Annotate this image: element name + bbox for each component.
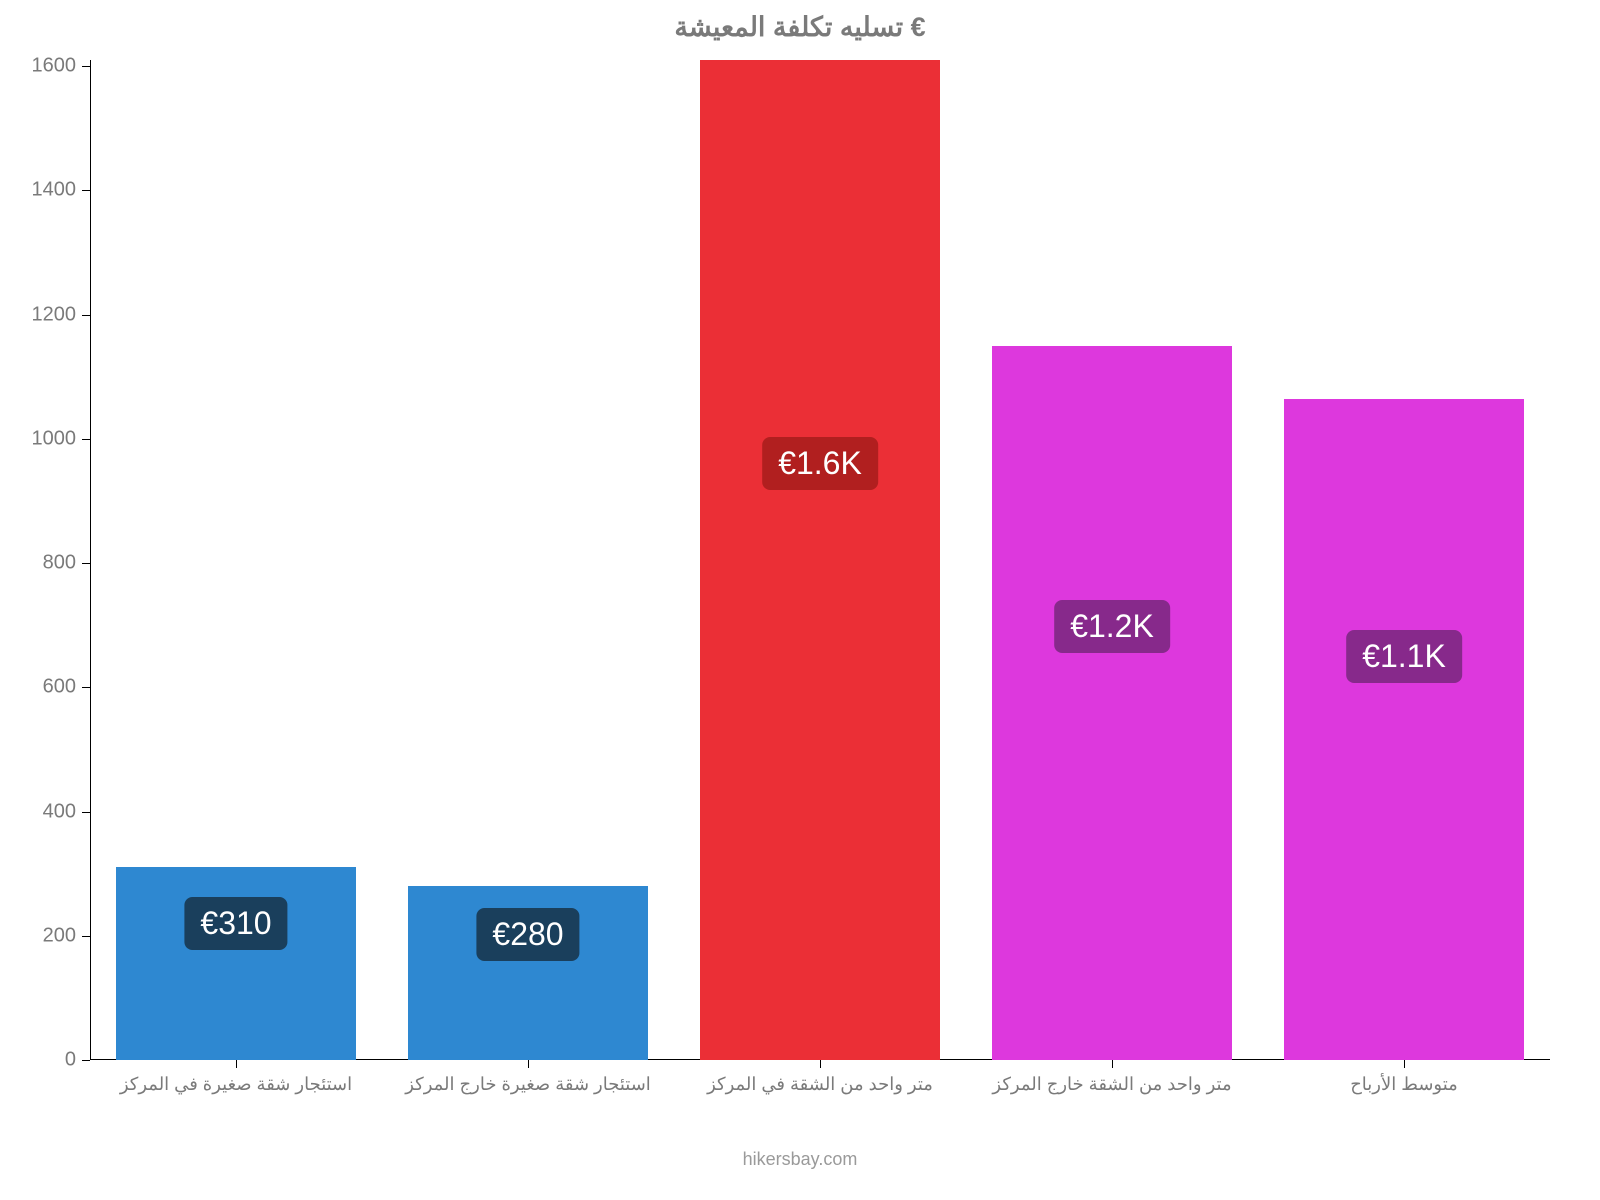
y-tick-label: 800: [43, 552, 76, 575]
y-tick: [82, 1060, 90, 1061]
x-tick: [820, 1060, 821, 1068]
y-tick: [82, 315, 90, 316]
y-tick-label: 1200: [32, 303, 77, 326]
plot-area: €310استئجار شقة صغيرة في المركز€280استئج…: [90, 60, 1550, 1060]
y-tick: [82, 936, 90, 937]
x-tick: [1112, 1060, 1113, 1068]
bar: [992, 346, 1231, 1060]
x-category-label: متوسط الأرباح: [1350, 1074, 1458, 1095]
y-tick-label: 200: [43, 924, 76, 947]
y-tick-label: 0: [65, 1049, 76, 1072]
y-tick: [82, 439, 90, 440]
bar-slot: €1.6Kمتر واحد من الشقة في المركز: [674, 60, 966, 1060]
x-tick: [1404, 1060, 1405, 1068]
y-tick-label: 600: [43, 676, 76, 699]
y-tick: [82, 66, 90, 67]
y-tick-label: 1400: [32, 179, 77, 202]
chart-title: تسليه تكلفة المعيشة €: [0, 12, 1600, 43]
bar-slot: €280استئجار شقة صغيرة خارج المركز: [382, 60, 674, 1060]
y-tick: [82, 812, 90, 813]
bars-container: €310استئجار شقة صغيرة في المركز€280استئج…: [90, 60, 1550, 1060]
y-tick-label: 1000: [32, 427, 77, 450]
value-badge: €280: [476, 908, 579, 961]
bar: [1284, 399, 1523, 1060]
y-tick: [82, 687, 90, 688]
bar-slot: €310استئجار شقة صغيرة في المركز: [90, 60, 382, 1060]
y-tick: [82, 190, 90, 191]
x-category-label: استئجار شقة صغيرة خارج المركز: [405, 1074, 651, 1095]
x-tick: [236, 1060, 237, 1068]
bar-slot: €1.1Kمتوسط الأرباح: [1258, 60, 1550, 1060]
y-tick: [82, 563, 90, 564]
bar-slot: €1.2Kمتر واحد من الشقة خارج المركز: [966, 60, 1258, 1060]
x-tick: [528, 1060, 529, 1068]
x-category-label: متر واحد من الشقة خارج المركز: [992, 1074, 1231, 1095]
chart-footer: hikersbay.com: [0, 1149, 1600, 1170]
x-category-label: استئجار شقة صغيرة في المركز: [120, 1074, 352, 1095]
value-badge: €1.6K: [762, 437, 878, 490]
y-tick-label: 400: [43, 800, 76, 823]
value-badge: €1.1K: [1346, 630, 1462, 683]
value-badge: €310: [184, 897, 287, 950]
value-badge: €1.2K: [1054, 600, 1170, 653]
bar: [700, 60, 939, 1060]
cost-of-living-chart: تسليه تكلفة المعيشة € €310استئجار شقة صغ…: [0, 0, 1600, 1200]
y-tick-label: 1600: [32, 55, 77, 78]
x-category-label: متر واحد من الشقة في المركز: [707, 1074, 933, 1095]
